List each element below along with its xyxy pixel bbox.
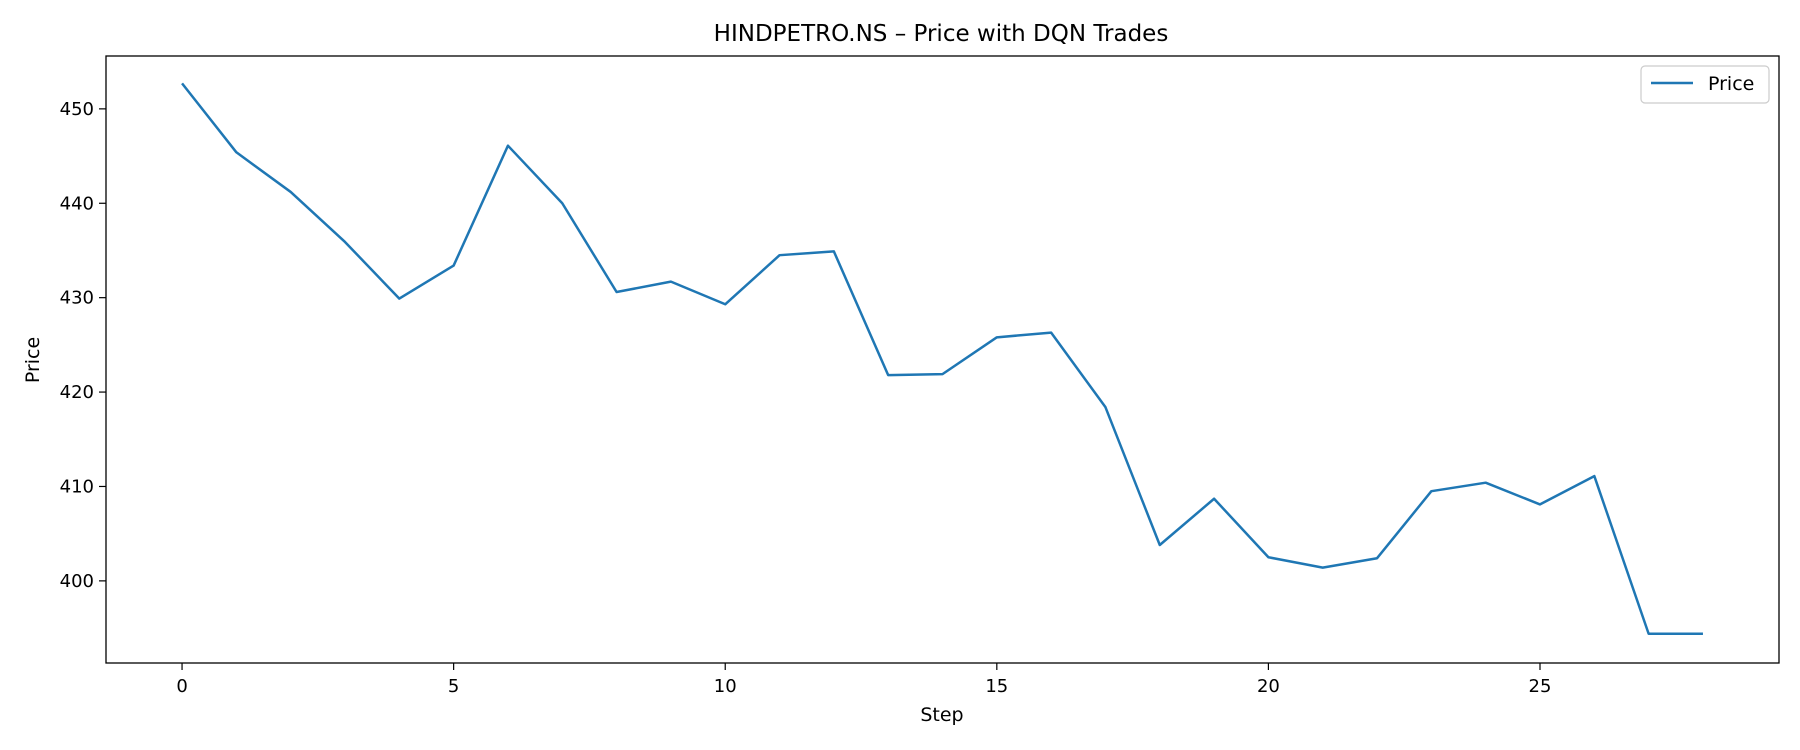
legend: Price: [1640, 65, 1770, 104]
legend-label-price: Price: [1708, 73, 1754, 95]
x-tick-label: 25: [1529, 676, 1552, 697]
y-tick-label: 430: [60, 288, 94, 309]
legend-box: [1640, 65, 1770, 104]
y-tick-label: 440: [60, 193, 94, 214]
plot-area: [181, 82, 1703, 635]
x-axis-label: Step: [920, 704, 963, 726]
series-line-price: [181, 82, 1703, 635]
x-axis: 0 5 10 15 20 25: [176, 663, 1551, 697]
y-tick-label: 400: [60, 571, 94, 592]
y-tick-label: 450: [60, 99, 94, 120]
y-axis: 400 410 420 430 440 450: [60, 99, 106, 592]
x-tick-label: 5: [448, 676, 459, 697]
x-tick-label: 20: [1257, 676, 1280, 697]
x-tick-label: 10: [714, 676, 737, 697]
x-tick-label: 0: [176, 676, 187, 697]
chart-title: HINDPETRO.NS – Price with DQN Trades: [714, 21, 1169, 47]
axes-frame: [105, 55, 1780, 664]
x-tick-label: 15: [985, 676, 1008, 697]
y-axis-label: Price: [22, 337, 44, 383]
y-tick-label: 420: [60, 382, 94, 403]
y-tick-label: 410: [60, 476, 94, 497]
